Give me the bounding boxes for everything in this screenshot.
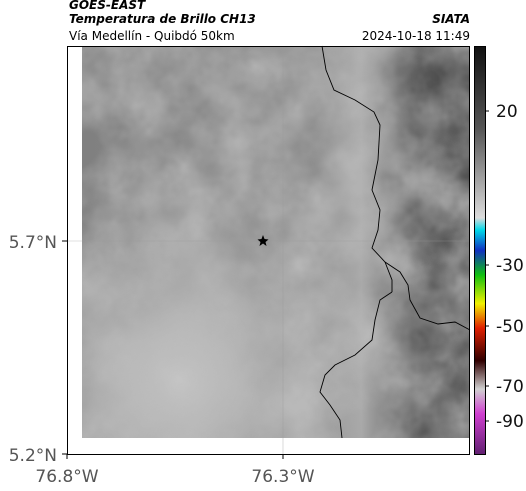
colorbar-label: 20 <box>496 102 518 122</box>
colorbar-scale <box>474 46 486 455</box>
subtitle: Temperatura de Brillo CH13 <box>69 12 256 26</box>
border <box>384 261 393 292</box>
border <box>319 291 393 439</box>
colorbar-label: -70 <box>496 377 524 397</box>
lon-label: 76.3°W <box>251 467 314 487</box>
source: SIATA <box>432 12 470 26</box>
colorbar: 20 -30 -50 -70 -90 <box>474 46 524 455</box>
colorbar-label: -30 <box>496 256 524 276</box>
title: GOES-EAST <box>69 0 146 12</box>
lat-label: 5.7°N <box>9 233 57 253</box>
colorbar-label: -50 <box>496 317 524 337</box>
lat-label: 5.2°N <box>9 446 57 466</box>
map <box>67 45 471 455</box>
datetime: 2024-10-18 11:49 <box>362 29 470 43</box>
frame <box>67 46 470 455</box>
cloud-texture <box>82 46 470 438</box>
border <box>321 45 471 331</box>
location: Vía Medellín - Quibdó 50km <box>69 29 235 43</box>
lon-label: 76.8°W <box>35 467 98 487</box>
location-marker <box>257 235 269 246</box>
colorbar-label: -90 <box>496 412 524 432</box>
